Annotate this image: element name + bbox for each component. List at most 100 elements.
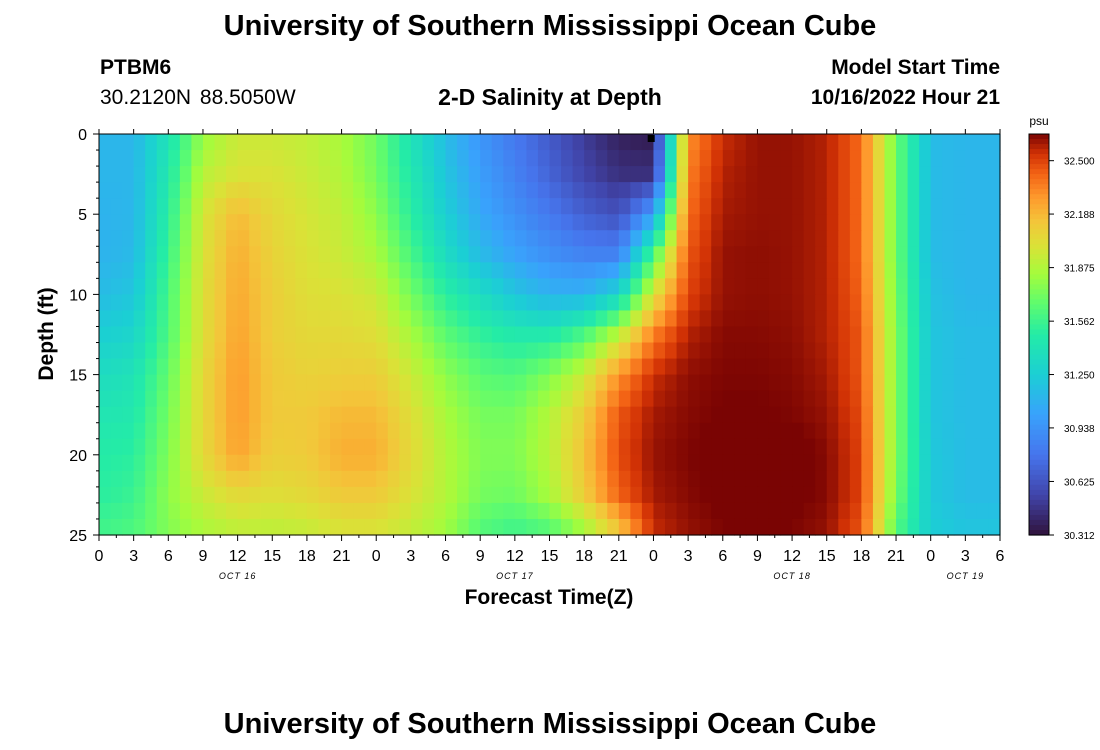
heatmap-cell	[861, 438, 874, 456]
colorbar-segment	[1029, 484, 1049, 491]
heatmap-cell	[561, 198, 574, 215]
heatmap-cell	[110, 294, 123, 312]
heatmap-cell	[480, 182, 493, 199]
heatmap-cell	[330, 326, 343, 344]
heatmap-cell	[792, 230, 805, 247]
heatmap-cell	[722, 422, 735, 440]
heatmap-cell	[896, 438, 909, 456]
heatmap-cell	[722, 454, 735, 472]
x-tick-label: 18	[575, 548, 593, 565]
heatmap-cell	[930, 182, 943, 199]
colorbar-segment	[1029, 434, 1049, 441]
colorbar-segment	[1029, 464, 1049, 471]
heatmap-cell	[572, 374, 585, 392]
heatmap-cell	[792, 246, 805, 263]
heatmap-cell	[122, 342, 135, 360]
heatmap-cell	[468, 262, 481, 279]
heatmap-cell	[953, 438, 966, 456]
heatmap-cell	[872, 502, 886, 520]
heatmap-cell	[376, 454, 389, 472]
heatmap-cell	[457, 374, 470, 392]
colorbar-segment	[1029, 149, 1049, 155]
heatmap-cell	[584, 390, 597, 408]
heatmap-cell	[364, 182, 377, 199]
heatmap-cell	[260, 262, 273, 279]
heatmap-cell	[676, 358, 689, 376]
heatmap-cell	[838, 390, 851, 408]
heatmap-cell	[768, 214, 782, 231]
heatmap-cell	[953, 310, 966, 328]
heatmap-cell	[503, 214, 516, 231]
heatmap-cell	[930, 422, 943, 440]
colorbar-tick-label: 31.875	[1064, 264, 1095, 275]
heatmap-cell	[942, 374, 955, 392]
heatmap-cell	[445, 166, 458, 183]
heatmap-cell	[341, 454, 354, 472]
heatmap-cell	[110, 326, 123, 344]
heatmap-cell	[572, 406, 585, 424]
heatmap-cell	[815, 502, 828, 520]
heatmap-cell	[572, 358, 585, 376]
heatmap-cell	[480, 134, 493, 151]
heatmap-cell	[260, 422, 273, 440]
heatmap-cell	[283, 326, 296, 344]
heatmap-cell	[630, 502, 643, 520]
heatmap-cell	[722, 278, 735, 295]
heatmap-cell	[491, 374, 504, 392]
heatmap-cell	[815, 182, 828, 199]
heatmap-cell	[792, 134, 805, 151]
heatmap-cell	[734, 358, 747, 376]
heatmap-cell	[884, 486, 897, 504]
heatmap-cell	[699, 342, 712, 360]
heatmap-cell	[272, 406, 285, 424]
heatmap-cell	[630, 422, 643, 440]
heatmap-cell	[249, 150, 262, 167]
heatmap-cell	[965, 182, 978, 199]
heatmap-cell	[549, 422, 562, 440]
heatmap-cell	[306, 150, 320, 167]
heatmap-cell	[942, 390, 955, 408]
heatmap-cell	[318, 438, 331, 456]
heatmap-cell	[537, 294, 551, 312]
heatmap-cell	[734, 134, 747, 151]
heatmap-cell	[99, 150, 112, 167]
heatmap-cell	[491, 422, 504, 440]
heatmap-cell	[260, 326, 273, 344]
heatmap-cell	[433, 214, 447, 231]
heatmap-cell	[607, 486, 620, 504]
heatmap-cell	[884, 262, 897, 279]
heatmap-cell	[722, 198, 735, 215]
heatmap-cell	[826, 262, 839, 279]
heatmap-cell	[99, 198, 112, 215]
heatmap-cell	[514, 486, 527, 504]
heatmap-cell	[272, 278, 285, 295]
heatmap-cell	[688, 326, 701, 344]
heatmap-cell	[445, 134, 458, 151]
heatmap-cell	[133, 310, 146, 328]
heatmap-cell	[387, 342, 400, 360]
heatmap-cell	[780, 502, 793, 520]
colorbar-tick-label: 32.500	[1064, 157, 1095, 168]
heatmap-cell	[341, 134, 354, 151]
heatmap-cell	[803, 342, 816, 360]
heatmap-cell	[734, 166, 747, 183]
heatmap-cell	[341, 278, 354, 295]
heatmap-cell	[884, 134, 897, 151]
heatmap-cell	[445, 294, 458, 312]
heatmap-cell	[641, 198, 655, 215]
heatmap-cell	[768, 198, 782, 215]
heatmap-cell	[237, 470, 250, 488]
heatmap-cell	[757, 214, 770, 231]
heatmap-cell	[353, 294, 366, 312]
heatmap-cell	[249, 182, 262, 199]
heatmap-cell	[526, 438, 539, 456]
heatmap-cell	[237, 182, 250, 199]
heatmap-cell	[803, 150, 816, 167]
heatmap-cell	[491, 230, 504, 247]
heatmap-cell	[422, 246, 435, 263]
heatmap-cell	[318, 310, 331, 328]
heatmap-cell	[399, 518, 412, 536]
heatmap-cell	[168, 518, 181, 536]
heatmap-cell	[110, 422, 123, 440]
heatmap-cell	[526, 454, 539, 472]
